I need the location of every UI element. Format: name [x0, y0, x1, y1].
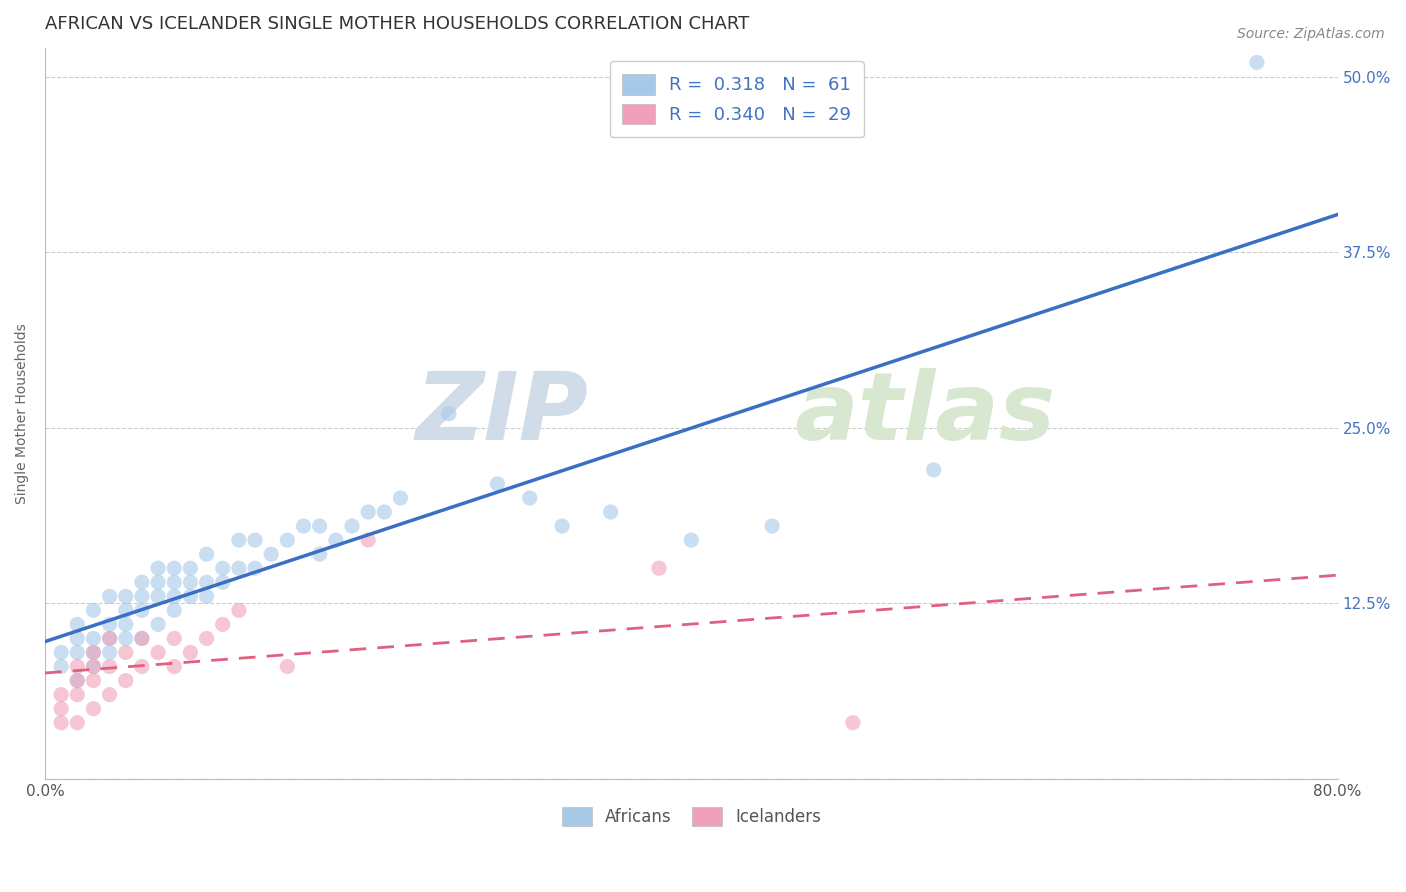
Point — [163, 589, 186, 603]
Point — [82, 603, 104, 617]
Point — [228, 603, 250, 617]
Point — [146, 617, 169, 632]
Point — [228, 533, 250, 548]
Point — [98, 632, 121, 646]
Point — [66, 673, 89, 688]
Point — [308, 519, 330, 533]
Point — [146, 645, 169, 659]
Point — [98, 659, 121, 673]
Point — [195, 589, 218, 603]
Text: AFRICAN VS ICELANDER SINGLE MOTHER HOUSEHOLDS CORRELATION CHART: AFRICAN VS ICELANDER SINGLE MOTHER HOUSE… — [45, 15, 749, 33]
Point — [131, 659, 153, 673]
Point — [131, 589, 153, 603]
Point — [922, 463, 945, 477]
Point — [276, 533, 298, 548]
Point — [163, 659, 186, 673]
Point — [98, 617, 121, 632]
Point — [373, 505, 395, 519]
Point — [681, 533, 703, 548]
Point — [276, 659, 298, 673]
Point — [389, 491, 412, 505]
Point — [82, 645, 104, 659]
Point — [114, 617, 136, 632]
Point — [308, 547, 330, 561]
Point — [146, 589, 169, 603]
Point — [340, 519, 363, 533]
Point — [761, 519, 783, 533]
Point — [131, 632, 153, 646]
Point — [163, 575, 186, 590]
Point — [228, 561, 250, 575]
Point — [131, 603, 153, 617]
Point — [98, 645, 121, 659]
Point — [98, 589, 121, 603]
Legend: Africans, Icelanders: Africans, Icelanders — [551, 797, 831, 837]
Point — [66, 632, 89, 646]
Point — [114, 673, 136, 688]
Point — [49, 659, 72, 673]
Point — [82, 701, 104, 715]
Point — [243, 561, 266, 575]
Point — [357, 505, 380, 519]
Point — [131, 575, 153, 590]
Point — [195, 547, 218, 561]
Point — [179, 589, 201, 603]
Point — [179, 575, 201, 590]
Point — [195, 575, 218, 590]
Point — [49, 715, 72, 730]
Point — [114, 603, 136, 617]
Text: Source: ZipAtlas.com: Source: ZipAtlas.com — [1237, 27, 1385, 41]
Point — [66, 645, 89, 659]
Point — [66, 688, 89, 702]
Point — [437, 407, 460, 421]
Text: atlas: atlas — [794, 368, 1056, 459]
Point — [114, 645, 136, 659]
Point — [163, 561, 186, 575]
Text: ZIP: ZIP — [415, 368, 588, 459]
Point — [98, 632, 121, 646]
Point — [49, 645, 72, 659]
Point — [179, 645, 201, 659]
Point — [211, 617, 233, 632]
Point — [49, 701, 72, 715]
Point — [146, 575, 169, 590]
Point — [66, 673, 89, 688]
Point — [599, 505, 621, 519]
Point — [648, 561, 671, 575]
Point — [82, 673, 104, 688]
Point — [842, 715, 865, 730]
Point — [163, 632, 186, 646]
Point — [211, 575, 233, 590]
Point — [325, 533, 347, 548]
Point — [82, 645, 104, 659]
Y-axis label: Single Mother Households: Single Mother Households — [15, 323, 30, 504]
Point — [292, 519, 315, 533]
Point — [163, 603, 186, 617]
Point — [179, 561, 201, 575]
Point — [260, 547, 283, 561]
Point — [49, 688, 72, 702]
Point — [66, 659, 89, 673]
Point — [1246, 55, 1268, 70]
Point — [211, 561, 233, 575]
Point — [551, 519, 574, 533]
Point — [114, 632, 136, 646]
Point — [98, 688, 121, 702]
Point — [82, 659, 104, 673]
Point — [66, 715, 89, 730]
Point — [114, 589, 136, 603]
Point — [519, 491, 541, 505]
Point — [486, 477, 509, 491]
Point — [243, 533, 266, 548]
Point — [82, 659, 104, 673]
Point — [131, 632, 153, 646]
Point — [357, 533, 380, 548]
Point — [195, 632, 218, 646]
Point — [82, 632, 104, 646]
Point — [146, 561, 169, 575]
Point — [66, 617, 89, 632]
